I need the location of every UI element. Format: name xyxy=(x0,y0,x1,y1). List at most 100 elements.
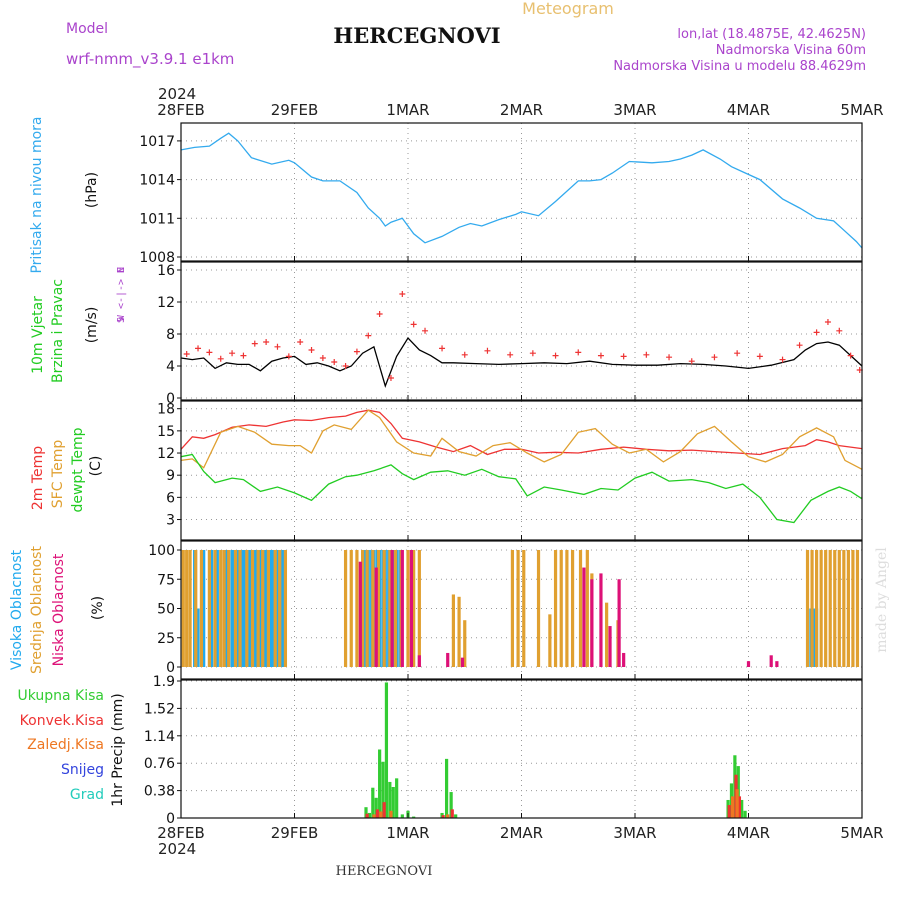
precip-legend-conv: Konvek.Kisa xyxy=(20,713,104,729)
cloud_mid-bar xyxy=(824,550,828,667)
wind_gust-point xyxy=(552,352,559,359)
precip_total-bar xyxy=(364,807,368,818)
cloud_low-bar xyxy=(417,655,421,667)
cloud_mid-bar xyxy=(522,550,526,667)
cloud_high-bar xyxy=(196,608,200,667)
wind_gust-point xyxy=(734,350,741,357)
wind_gust-point xyxy=(399,291,406,297)
cloud_mid-bar xyxy=(516,550,520,667)
bottom-date-label: 3MAR xyxy=(613,824,656,842)
y-tick-label: 0.76 xyxy=(144,756,175,772)
pressure-line xyxy=(180,132,863,249)
y-tick-label: 75 xyxy=(157,572,175,588)
precip_total-bar xyxy=(400,814,404,818)
cloud_low-bar xyxy=(769,655,773,667)
frame-layer xyxy=(180,122,863,819)
cloud_mid-bar xyxy=(412,550,416,667)
y-tick-label: 6 xyxy=(166,490,175,506)
y-tick-label: 3 xyxy=(166,513,175,529)
cloud_low-bar xyxy=(608,626,612,667)
y-tick-label: 18 xyxy=(157,402,175,418)
cloud_high-bar xyxy=(215,550,219,667)
y-tick-label: 12 xyxy=(157,295,175,311)
cloud_mid-bar xyxy=(463,620,467,667)
wind_gust-point xyxy=(836,327,843,334)
precip_total-bar xyxy=(391,786,395,818)
top-year-label: 2024 xyxy=(158,85,196,103)
y-tick-label: 1.9 xyxy=(153,674,175,690)
cloud_mid-bar xyxy=(833,550,837,667)
model-elevation-label: Nadmorska Visina u modelu 88.4629m xyxy=(613,59,866,74)
cloud_high-bar xyxy=(275,550,280,667)
cloud_mid-bar xyxy=(343,550,348,667)
wind_gust-point xyxy=(206,349,213,356)
wind-ylabel-3: (m/s) xyxy=(84,307,100,344)
bottom-date-label: 29FEB xyxy=(271,824,318,842)
cloud_mid-bar xyxy=(273,550,277,667)
precip_total-bar xyxy=(378,749,382,818)
wind_gust-point xyxy=(688,358,695,365)
cloud_low-bar xyxy=(582,567,586,667)
wind_gust-point xyxy=(274,343,281,350)
cloud_mid-bar xyxy=(261,550,265,667)
cloud_mid-bar xyxy=(181,550,185,667)
precip_strat-bar xyxy=(735,789,739,818)
precip_strat-bar xyxy=(379,811,383,818)
cloud_mid-bar xyxy=(810,550,814,667)
cloud_low-bar xyxy=(746,661,751,667)
wind_gust-point xyxy=(353,348,360,355)
wind_gust-point xyxy=(529,350,536,357)
cloud_low-bar xyxy=(400,550,404,667)
bottom-date-label: 2MAR xyxy=(500,824,543,842)
wind_gust-point xyxy=(575,349,582,356)
cloud_high-bar xyxy=(210,550,214,667)
precip_strat-bar xyxy=(372,814,376,818)
chart-title: HERCEGNOVI xyxy=(333,23,500,48)
cloud_mid-bar xyxy=(837,550,841,667)
precip_total-bar xyxy=(449,792,453,818)
cloud_mid-bar xyxy=(376,550,381,667)
cloud_mid-bar xyxy=(851,550,855,667)
cloud_high-bar xyxy=(812,608,816,667)
wind_gust-point xyxy=(422,327,429,334)
y-tick-label: 1.14 xyxy=(144,729,175,745)
precip-legend-hail: Grad xyxy=(70,787,104,803)
wind_gust-point xyxy=(847,352,854,359)
cloud_low-bar xyxy=(460,657,465,667)
cloud_mid-bar xyxy=(185,550,189,667)
precip_conv-bar xyxy=(737,796,742,818)
temp-ylabel-4: (C) xyxy=(88,456,104,477)
cloud_mid-bar xyxy=(283,550,288,667)
coords-label: lon,lat (18.4875E, 42.4625N) xyxy=(677,27,866,42)
cloud_mid-bar xyxy=(536,550,541,667)
wind_gust-point xyxy=(824,319,831,325)
wind_gust-point xyxy=(183,351,190,357)
temp_sfc-line xyxy=(180,409,863,470)
cloud_low-bar xyxy=(617,579,621,667)
cloud_low-bar xyxy=(358,561,362,667)
cloud_mid-bar xyxy=(585,550,589,667)
top-time-axis: 28FEB 29FEB 1MAR 2MAR 3MAR 4MAR 5MAR xyxy=(157,101,883,119)
cloud_mid-bar xyxy=(194,550,198,667)
cloud_mid-bar xyxy=(815,550,819,667)
cloud_mid-bar xyxy=(457,596,461,667)
wind-compass-s: S xyxy=(116,317,127,323)
cloud-ylabel-4: (%) xyxy=(90,596,106,620)
cloud_mid-bar xyxy=(365,550,369,667)
cloud_mid-bar xyxy=(199,550,204,667)
cloud_mid-bar xyxy=(382,550,386,667)
top-date-label: 4MAR xyxy=(727,101,770,119)
precip_strat-bar xyxy=(389,810,393,818)
wind_gust-point xyxy=(240,352,247,359)
cloud_mid-bar xyxy=(349,550,353,667)
y-tick-label: 50 xyxy=(157,602,175,618)
chart-subtitle: Meteogram xyxy=(522,0,614,18)
wind_gust-point xyxy=(285,353,292,360)
grid-layer xyxy=(181,123,862,819)
wind_gust-point xyxy=(342,363,349,369)
precip_strat-bar xyxy=(731,796,735,818)
y-tick-label: 1017 xyxy=(139,134,175,150)
cloud_high-bar xyxy=(270,550,274,667)
data-layer xyxy=(180,132,863,818)
cloud_mid-bar xyxy=(256,550,260,667)
